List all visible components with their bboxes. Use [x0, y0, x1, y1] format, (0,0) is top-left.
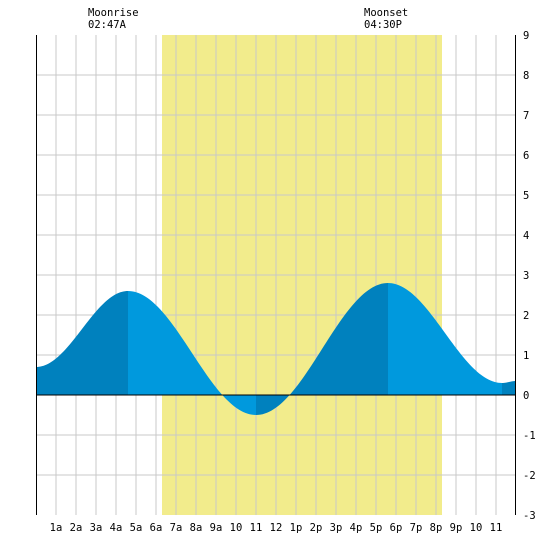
y-tick-label: -1 [523, 430, 536, 442]
x-tick-label: 8p [430, 522, 443, 534]
tide-rising-segment [36, 291, 128, 395]
x-tick-label: 2p [310, 522, 323, 534]
x-tick-label: 7p [410, 522, 423, 534]
moonrise-time: 02:47A [88, 19, 127, 31]
y-tick-label: 9 [523, 30, 529, 42]
moonset-time: 04:30P [364, 19, 402, 31]
y-tick-label: -3 [523, 510, 536, 522]
tide-falling-segment [388, 283, 502, 395]
tide-rising-segment [256, 283, 388, 415]
x-tick-label: 1p [290, 522, 303, 534]
tide-falling-segment [128, 291, 256, 415]
y-tick-label: 1 [523, 350, 529, 362]
x-tick-label: 8a [190, 522, 203, 534]
x-tick-label: 6p [390, 522, 403, 534]
x-tick-label: 10 [470, 522, 483, 534]
y-tick-label: 0 [523, 390, 529, 402]
moonrise-label: Moonrise [88, 7, 139, 19]
y-tick-label: 8 [523, 70, 529, 82]
x-tick-label: 5a [130, 522, 143, 534]
x-tick-label: 5p [370, 522, 383, 534]
y-tick-label: 6 [523, 150, 529, 162]
x-tick-label: 7a [170, 522, 183, 534]
x-tick-label: 12 [270, 522, 283, 534]
y-tick-label: 2 [523, 310, 529, 322]
x-tick-label: 4a [110, 522, 123, 534]
y-tick-label: 3 [523, 270, 529, 282]
moonset-label: Moonset [364, 7, 408, 19]
y-tick-label: -2 [523, 470, 536, 482]
y-tick-label: 5 [523, 190, 529, 202]
x-tick-label: 11 [490, 522, 503, 534]
tide-rising-segment [502, 381, 516, 395]
x-tick-label: 2a [70, 522, 83, 534]
x-tick-label: 9p [450, 522, 463, 534]
x-tick-label: 9a [210, 522, 223, 534]
y-tick-label: 4 [523, 230, 529, 242]
x-tick-label: 3a [90, 522, 103, 534]
y-tick-label: 7 [523, 110, 529, 122]
x-tick-label: 11 [250, 522, 263, 534]
x-tick-label: 1a [50, 522, 63, 534]
x-tick-label: 6a [150, 522, 163, 534]
x-tick-label: 10 [230, 522, 243, 534]
x-tick-label: 4p [350, 522, 363, 534]
x-tick-label: 3p [330, 522, 343, 534]
